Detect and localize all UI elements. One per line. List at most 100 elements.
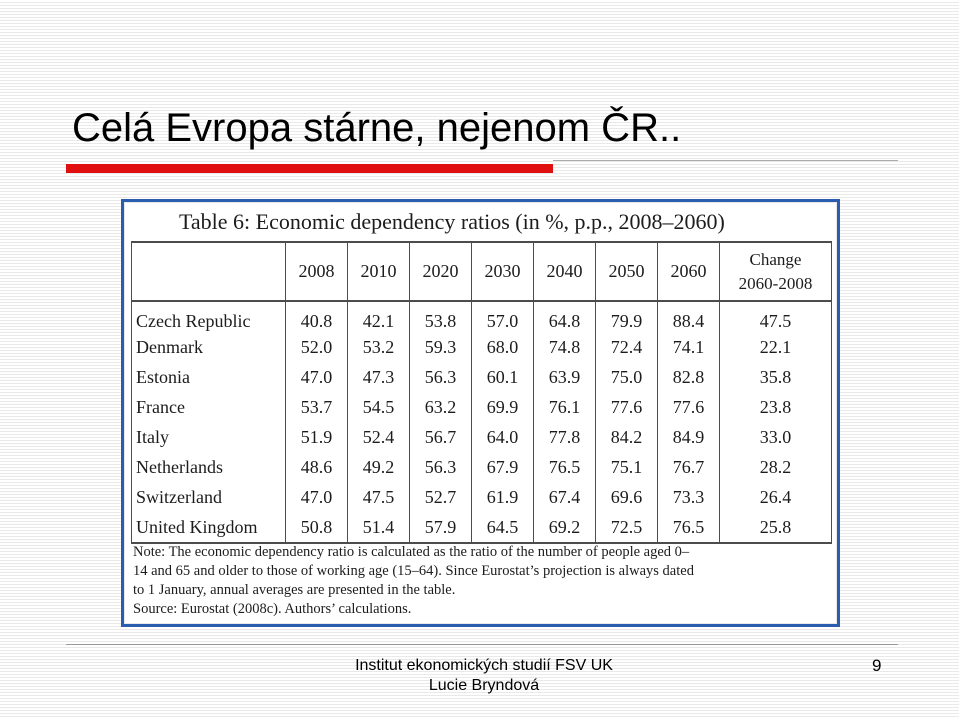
value-cell: 52.7 xyxy=(409,482,472,512)
value-cell: 52.0 xyxy=(285,332,348,362)
header-change-line1: Change xyxy=(749,249,802,269)
change-cell: 22.1 xyxy=(719,332,832,362)
note-line: Note: The economic dependency ratio is c… xyxy=(133,544,690,560)
table-note: Note: The economic dependency ratio is c… xyxy=(133,543,833,619)
value-cell: 42.1 xyxy=(347,301,410,332)
country-cell: Italy xyxy=(131,422,286,452)
table-row: Italy 51.9 52.4 56.7 64.0 77.8 84.2 84.9 33.0 xyxy=(131,422,832,452)
value-cell: 75.0 xyxy=(595,362,658,392)
change-cell: 25.8 xyxy=(719,512,832,544)
header-year: 2050 xyxy=(595,241,658,302)
header-year: 2008 xyxy=(285,241,348,302)
value-cell: 67.9 xyxy=(471,452,534,482)
title-underline-accent xyxy=(66,164,553,173)
value-cell: 47.3 xyxy=(347,362,410,392)
value-cell: 47.0 xyxy=(285,482,348,512)
value-cell: 77.8 xyxy=(533,422,596,452)
country-cell: Netherlands xyxy=(131,452,286,482)
table-panel: Table 6: Economic dependency ratios (in … xyxy=(124,202,837,624)
source-line: Source: Eurostat (2008c). Authors’ calcu… xyxy=(133,601,412,617)
value-cell: 74.1 xyxy=(657,332,720,362)
value-cell: 77.6 xyxy=(657,392,720,422)
value-cell: 74.8 xyxy=(533,332,596,362)
value-cell: 59.3 xyxy=(409,332,472,362)
value-cell: 64.0 xyxy=(471,422,534,452)
header-country-blank xyxy=(131,241,286,302)
value-cell: 84.2 xyxy=(595,422,658,452)
value-cell: 56.3 xyxy=(409,362,472,392)
value-cell: 50.8 xyxy=(285,512,348,544)
value-cell: 56.7 xyxy=(409,422,472,452)
value-cell: 63.2 xyxy=(409,392,472,422)
table-row: France 53.7 54.5 63.2 69.9 76.1 77.6 77.6 23.8 xyxy=(131,392,832,422)
value-cell: 69.6 xyxy=(595,482,658,512)
table-row: Estonia 47.0 47.3 56.3 60.1 63.9 75.0 82.8 35.8 xyxy=(131,362,832,392)
value-cell: 72.5 xyxy=(595,512,658,544)
value-cell: 49.2 xyxy=(347,452,410,482)
header-year: 2040 xyxy=(533,241,596,302)
value-cell: 57.0 xyxy=(471,301,534,332)
value-cell: 57.9 xyxy=(409,512,472,544)
value-cell: 82.8 xyxy=(657,362,720,392)
value-cell: 75.1 xyxy=(595,452,658,482)
change-cell: 23.8 xyxy=(719,392,832,422)
value-cell: 69.2 xyxy=(533,512,596,544)
value-cell: 76.5 xyxy=(533,452,596,482)
value-cell: 51.9 xyxy=(285,422,348,452)
country-cell: United Kingdom xyxy=(131,512,286,544)
change-cell: 35.8 xyxy=(719,362,832,392)
footer-institution: Institut ekonomických studií FSV UK xyxy=(355,657,613,674)
footer: Institut ekonomických studií FSV UK Luci… xyxy=(300,656,668,696)
country-cell: Czech Republic xyxy=(131,301,286,332)
table-row: Czech Republic 40.8 42.1 53.8 57.0 64.8 79.9 88… xyxy=(131,301,832,332)
value-cell: 77.6 xyxy=(595,392,658,422)
change-cell: 28.2 xyxy=(719,452,832,482)
value-cell: 79.9 xyxy=(595,301,658,332)
dependency-ratio-table: 2008 2010 2020 2030 2040 2050 2060 Chang… xyxy=(131,241,832,544)
value-cell: 53.7 xyxy=(285,392,348,422)
value-cell: 56.3 xyxy=(409,452,472,482)
value-cell: 73.3 xyxy=(657,482,720,512)
value-cell: 76.1 xyxy=(533,392,596,422)
country-cell: France xyxy=(131,392,286,422)
value-cell: 76.5 xyxy=(657,512,720,544)
note-line: 14 and 65 and older to those of working … xyxy=(133,563,694,579)
table-row: Netherlands 48.6 49.2 56.3 67.9 76.5 75.1 76.7 2… xyxy=(131,452,832,482)
header-year: 2060 xyxy=(657,241,720,302)
footer-divider xyxy=(66,644,898,645)
value-cell: 47.5 xyxy=(347,482,410,512)
table-row: Switzerland 47.0 47.5 52.7 61.9 67.4 69.6 73.3 2… xyxy=(131,482,832,512)
header-year: 2030 xyxy=(471,241,534,302)
header-year: 2020 xyxy=(409,241,472,302)
value-cell: 68.0 xyxy=(471,332,534,362)
title-underline-thin xyxy=(553,160,898,161)
footer-author: Lucie Bryndová xyxy=(428,677,540,694)
country-cell: Denmark xyxy=(131,332,286,362)
table-header-row: 2008 2010 2020 2030 2040 2050 2060 Chang… xyxy=(131,241,832,302)
table-image-frame: Table 6: Economic dependency ratios (in … xyxy=(121,199,840,627)
table-title: Table 6: Economic dependency ratios (in … xyxy=(179,209,725,234)
note-line: to 1 January, annual averages are presen… xyxy=(133,582,456,598)
value-cell: 51.4 xyxy=(347,512,410,544)
value-cell: 47.0 xyxy=(285,362,348,392)
value-cell: 72.4 xyxy=(595,332,658,362)
value-cell: 52.4 xyxy=(347,422,410,452)
table-row: Denmark 52.0 53.2 59.3 68.0 74.8 72.4 74.1 22.1 xyxy=(131,332,832,362)
value-cell: 61.9 xyxy=(471,482,534,512)
value-cell: 48.6 xyxy=(285,452,348,482)
value-cell: 54.5 xyxy=(347,392,410,422)
change-cell: 26.4 xyxy=(719,482,832,512)
value-cell: 64.8 xyxy=(533,301,596,332)
value-cell: 88.4 xyxy=(657,301,720,332)
value-cell: 53.2 xyxy=(347,332,410,362)
value-cell: 60.1 xyxy=(471,362,534,392)
header-change-line2: 2060-2008 xyxy=(738,273,813,293)
header-change: Change 2060-2008 xyxy=(719,241,832,302)
value-cell: 40.8 xyxy=(285,301,348,332)
value-cell: 64.5 xyxy=(471,512,534,544)
country-cell: Switzerland xyxy=(131,482,286,512)
change-cell: 47.5 xyxy=(719,301,832,332)
value-cell: 67.4 xyxy=(533,482,596,512)
value-cell: 53.8 xyxy=(409,301,472,332)
change-cell: 33.0 xyxy=(719,422,832,452)
